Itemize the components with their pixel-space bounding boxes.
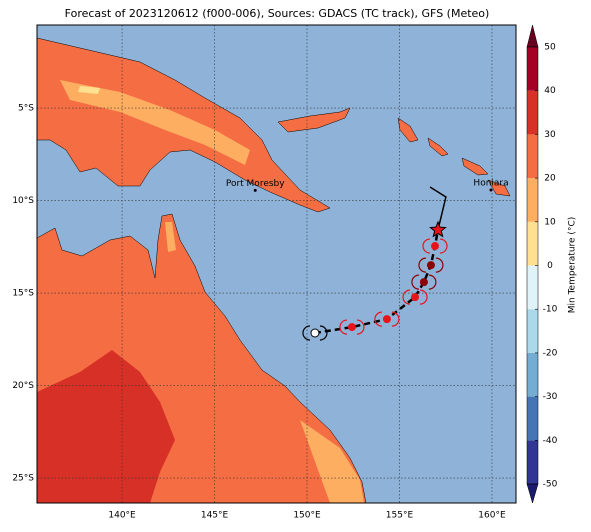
basemap (37, 25, 516, 503)
land-highland (60, 80, 250, 165)
colorbar-under (526, 483, 539, 504)
land-solomons2 (461, 157, 489, 176)
storm-point (310, 328, 320, 338)
colorbar-tick-label: -20 (543, 348, 558, 358)
colorbar-tick-label: 0 (547, 261, 553, 271)
colorbar-tick-label: 10 (544, 217, 556, 227)
colorbar-band (527, 134, 538, 179)
y-tick-label: 10°S (12, 196, 34, 206)
storm-point (419, 278, 428, 287)
land-solomons1 (427, 137, 449, 157)
storm-point (426, 261, 435, 270)
storm-arc (411, 274, 437, 290)
storm-arc (374, 311, 400, 327)
colorbar-band (527, 352, 538, 397)
colorbar-band (527, 178, 538, 222)
place-dot (253, 188, 257, 192)
colorbar-tick-label: 50 (544, 43, 556, 53)
map-frame (36, 24, 517, 504)
colorbar-band (527, 221, 538, 266)
colorbar-band (527, 440, 538, 484)
colorbar-label: Min Temperature (°C) (568, 217, 578, 314)
land-newbritain (277, 107, 351, 133)
colorbar-band (527, 309, 538, 353)
place-label: Port Moresby (226, 179, 285, 189)
colorbar-tick-label: -40 (543, 436, 558, 446)
y-tick-label: 25°S (12, 474, 34, 484)
colorbar-tick-label: -50 (543, 480, 558, 490)
land-peak (78, 86, 100, 94)
x-tick-label: 155°E (386, 511, 414, 521)
x-tick-label: 140°E (108, 511, 136, 521)
colorbar-over (526, 24, 539, 48)
storm-point (347, 323, 356, 332)
storm-arc (418, 257, 444, 273)
title: Forecast of 2023120612 (f000-006), Sourc… (65, 7, 490, 20)
colorbar-band (527, 47, 538, 91)
land-solomons3 (487, 179, 511, 197)
storm-point (411, 293, 420, 302)
colorbar-tick-label: 40 (544, 86, 556, 96)
land-hot (37, 350, 175, 503)
y-tick-label: 20°S (12, 381, 34, 391)
y-tick-label: 15°S (12, 289, 34, 299)
place-dot (489, 188, 493, 192)
colorbar-band (527, 396, 538, 441)
storm-point (382, 315, 391, 324)
storm-arc (422, 238, 448, 254)
colorbar-tick-label: 30 (544, 130, 556, 140)
land-coast (300, 420, 364, 503)
colorbar-tick-label: -30 (543, 392, 558, 402)
storm-arc (302, 325, 328, 341)
storm-arc (402, 289, 428, 305)
colorbar-tick-label: 20 (544, 174, 556, 184)
track-line (429, 186, 447, 231)
current-position (429, 220, 447, 238)
storm-point (430, 242, 439, 251)
x-tick-label: 145°E (201, 511, 229, 521)
colorbar-band (527, 90, 538, 135)
place-label: Honiara (473, 179, 508, 189)
land-capeyork (165, 222, 176, 252)
colorbar-tick-label: -10 (543, 305, 558, 315)
x-tick-label: 160°E (478, 511, 506, 521)
colorbar-band (527, 265, 538, 310)
y-tick-label: 5°S (18, 104, 34, 114)
storm-arc (339, 319, 365, 335)
x-tick-label: 150°E (293, 511, 321, 521)
